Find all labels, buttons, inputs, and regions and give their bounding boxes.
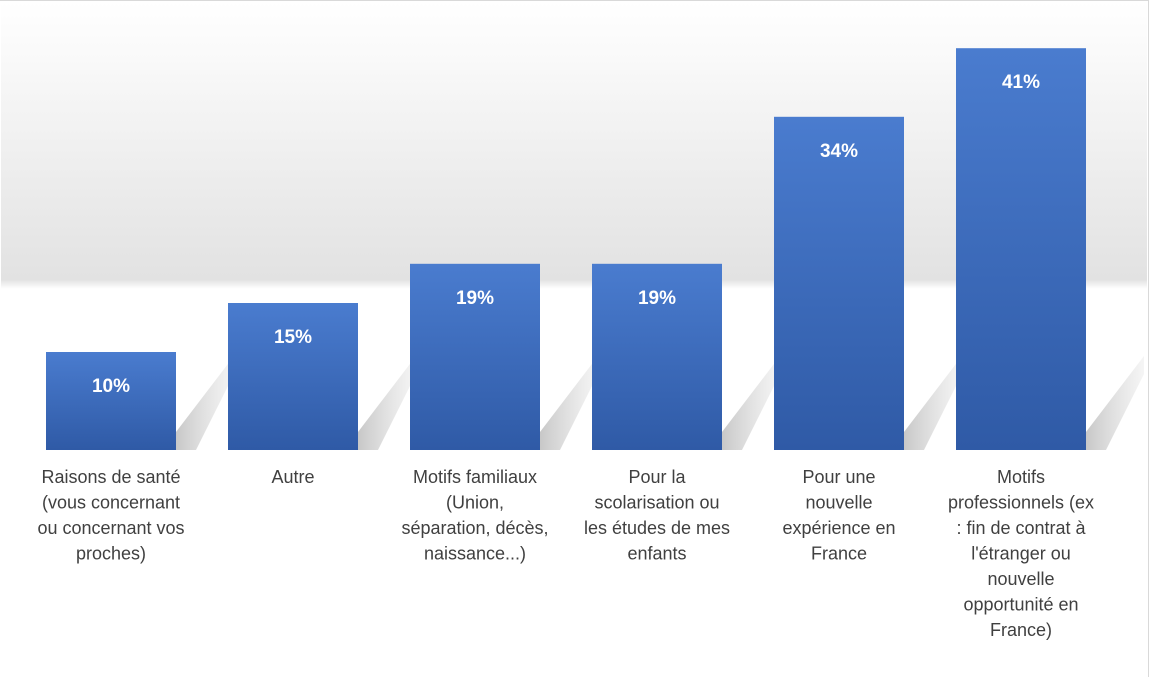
category-label-line: proches) xyxy=(76,544,146,564)
category-label-line: l'étranger ou xyxy=(971,544,1071,564)
category-label: Raisons de santé (vous concernant ou conce… xyxy=(37,467,184,564)
data-label: 41% xyxy=(1002,72,1040,93)
bar-shadow xyxy=(722,356,780,450)
category-label-line: Raisons de santé xyxy=(41,467,180,487)
category-label: Pour une nouvelle expérience en France xyxy=(782,467,895,564)
bar-shadow xyxy=(176,356,234,450)
bars xyxy=(46,48,1086,451)
bar xyxy=(228,303,358,450)
data-label: 15% xyxy=(274,327,312,348)
category-label: Motifs professionnels (ex : fin de contrat… xyxy=(948,467,1094,640)
bar xyxy=(592,263,722,450)
category-label: Autre xyxy=(271,467,314,487)
bar-shadow xyxy=(540,356,598,450)
category-label-line: Pour la xyxy=(628,467,686,487)
bar xyxy=(46,352,176,450)
bar xyxy=(774,116,904,451)
category-label-line: (vous concernant xyxy=(42,493,180,513)
category-labels: Raisons de santé (vous concernant ou conce… xyxy=(37,467,1094,640)
category-label-line: professionnels (ex xyxy=(948,493,1094,513)
category-label-line: (Union, xyxy=(446,493,504,513)
category-label-line: Motifs familiaux xyxy=(413,467,537,487)
bar-shadow xyxy=(1086,356,1144,450)
category-label: Pour la scolarisation ou les études de mes… xyxy=(584,467,730,564)
bar xyxy=(410,263,540,450)
category-label-line: Motifs xyxy=(997,467,1045,487)
category-label-line: : fin de contrat à xyxy=(956,518,1086,538)
category-label-line: naissance...) xyxy=(424,544,526,564)
bar-shadows xyxy=(176,356,1144,450)
data-label: 19% xyxy=(456,288,494,309)
bar xyxy=(956,48,1086,450)
category-label-line: enfants xyxy=(627,544,686,564)
category-label-line: Autre xyxy=(271,467,314,487)
category-label-line: les études de mes xyxy=(584,518,730,538)
bar-shadow xyxy=(358,356,416,450)
data-label: 34% xyxy=(820,141,858,162)
category-label-line: scolarisation ou xyxy=(594,493,719,513)
category-label-line: nouvelle xyxy=(987,569,1054,589)
category-label-line: séparation, décès, xyxy=(401,518,548,538)
category-label-line: nouvelle xyxy=(805,493,872,513)
category-label-line: opportunité en xyxy=(963,595,1078,615)
category-label-line: ou concernant vos xyxy=(37,518,184,538)
category-label-line: France xyxy=(811,544,867,564)
data-label: 10% xyxy=(92,376,130,397)
value-labels: 10% 15% 19% 19% 34% 41% xyxy=(92,72,1040,397)
category-label-line: France) xyxy=(990,620,1052,640)
category-label-line: Pour une xyxy=(802,467,875,487)
bar-shadow xyxy=(904,356,962,450)
data-label: 19% xyxy=(638,288,676,309)
category-label-line: expérience en xyxy=(782,518,895,538)
category-label: Motifs familiaux (Union, séparation, décès… xyxy=(401,467,548,564)
